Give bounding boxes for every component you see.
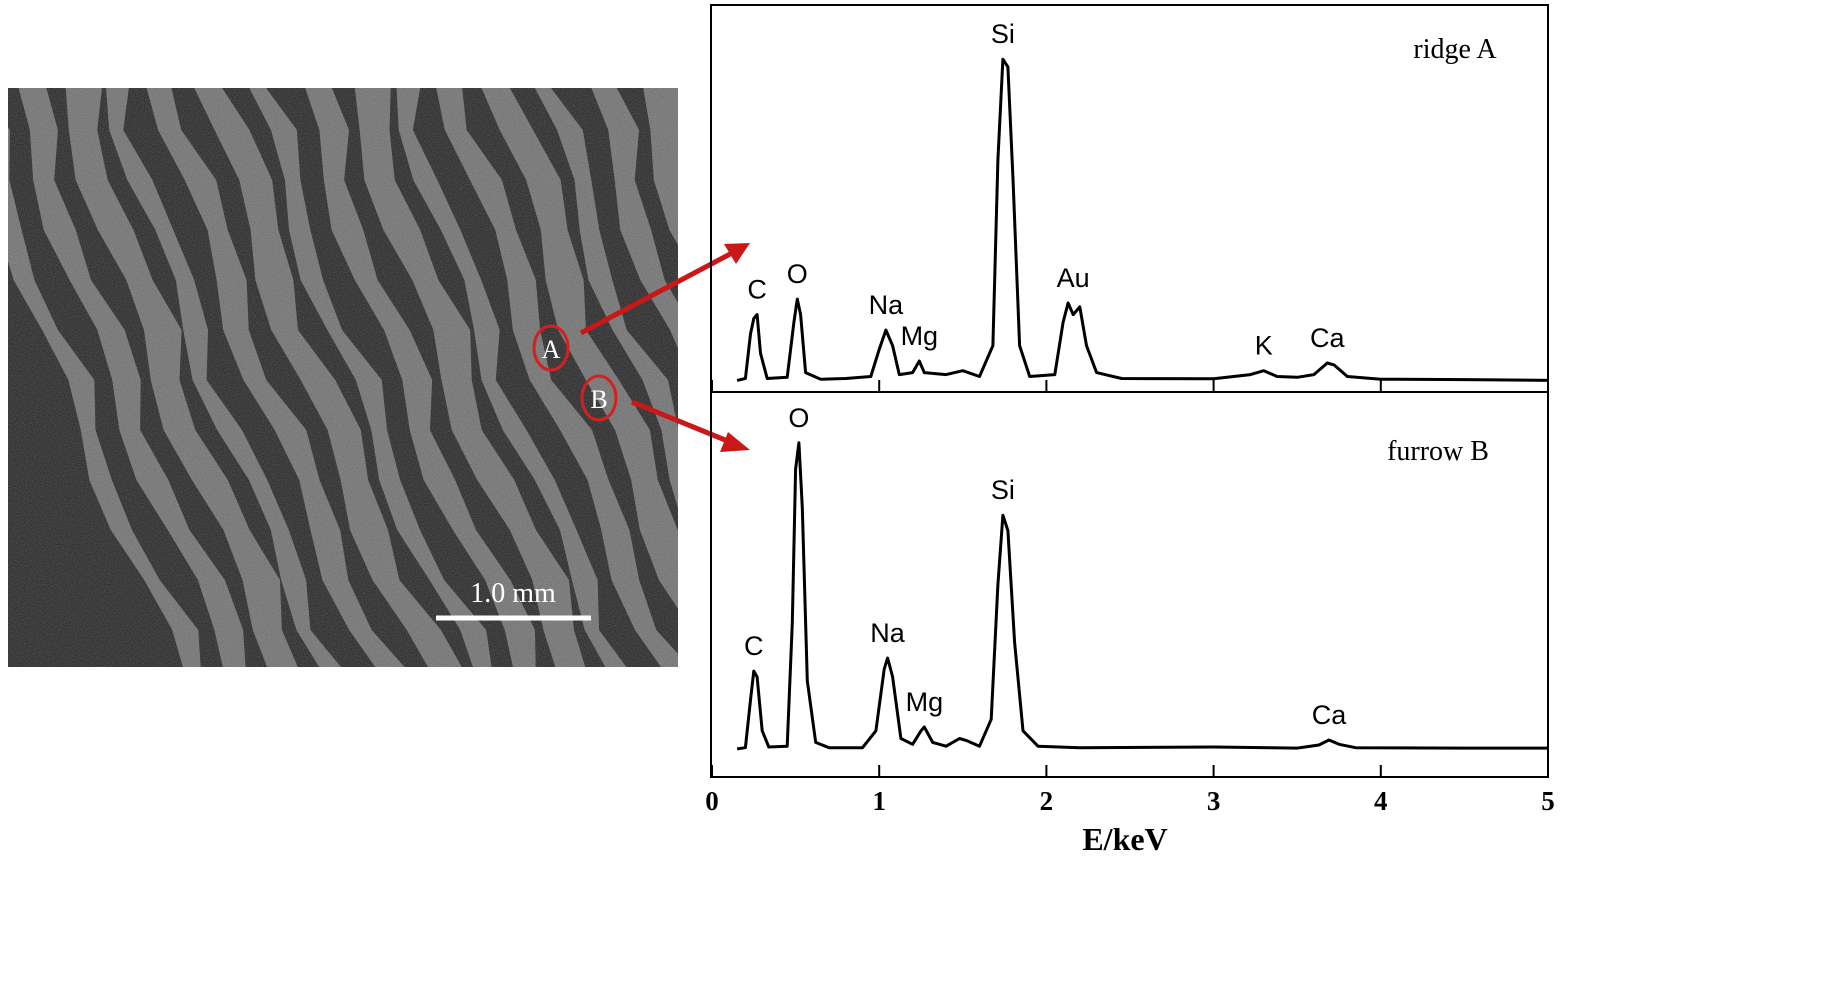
peak-label: O <box>788 403 809 433</box>
marker-label: B <box>590 385 607 414</box>
x-axis-title: E/keV <box>1082 821 1167 857</box>
peak-label: Mg <box>906 687 944 717</box>
peak-label: Si <box>991 475 1015 505</box>
arrow <box>631 399 731 445</box>
peak-label: Mg <box>901 321 939 351</box>
arrow-head <box>724 243 750 264</box>
x-tick-label: 4 <box>1374 786 1388 816</box>
x-tick-label: 3 <box>1207 786 1221 816</box>
panel-label: furrow B <box>1387 436 1489 467</box>
x-tick-label: 2 <box>1040 786 1054 816</box>
peak-label: Au <box>1057 263 1090 293</box>
x-tick-label: 5 <box>1541 786 1555 816</box>
x-tick-label: 1 <box>872 786 886 816</box>
peak-label: Ca <box>1312 700 1347 730</box>
scale-bar-label: 1.0 mm <box>470 578 556 609</box>
peak-label: C <box>747 275 767 305</box>
marker-circle <box>580 374 618 422</box>
peak-label: Si <box>991 19 1015 49</box>
marker-circle <box>532 324 570 372</box>
peak-label: C <box>744 631 764 661</box>
peak-label: Na <box>870 618 905 648</box>
peak-label: Na <box>869 290 904 320</box>
arrow <box>579 250 734 336</box>
x-tick-label: 0 <box>705 786 719 816</box>
peak-label: Ca <box>1310 323 1345 353</box>
spectrum-line <box>736 57 1549 382</box>
marker-label: A <box>542 335 561 364</box>
peak-label: O <box>787 259 808 289</box>
arrow-head <box>720 432 750 452</box>
spectrum-line <box>736 441 1548 751</box>
panel-label: ridge A <box>1413 34 1497 65</box>
peak-label: K <box>1255 331 1273 361</box>
image-texture <box>8 88 678 667</box>
